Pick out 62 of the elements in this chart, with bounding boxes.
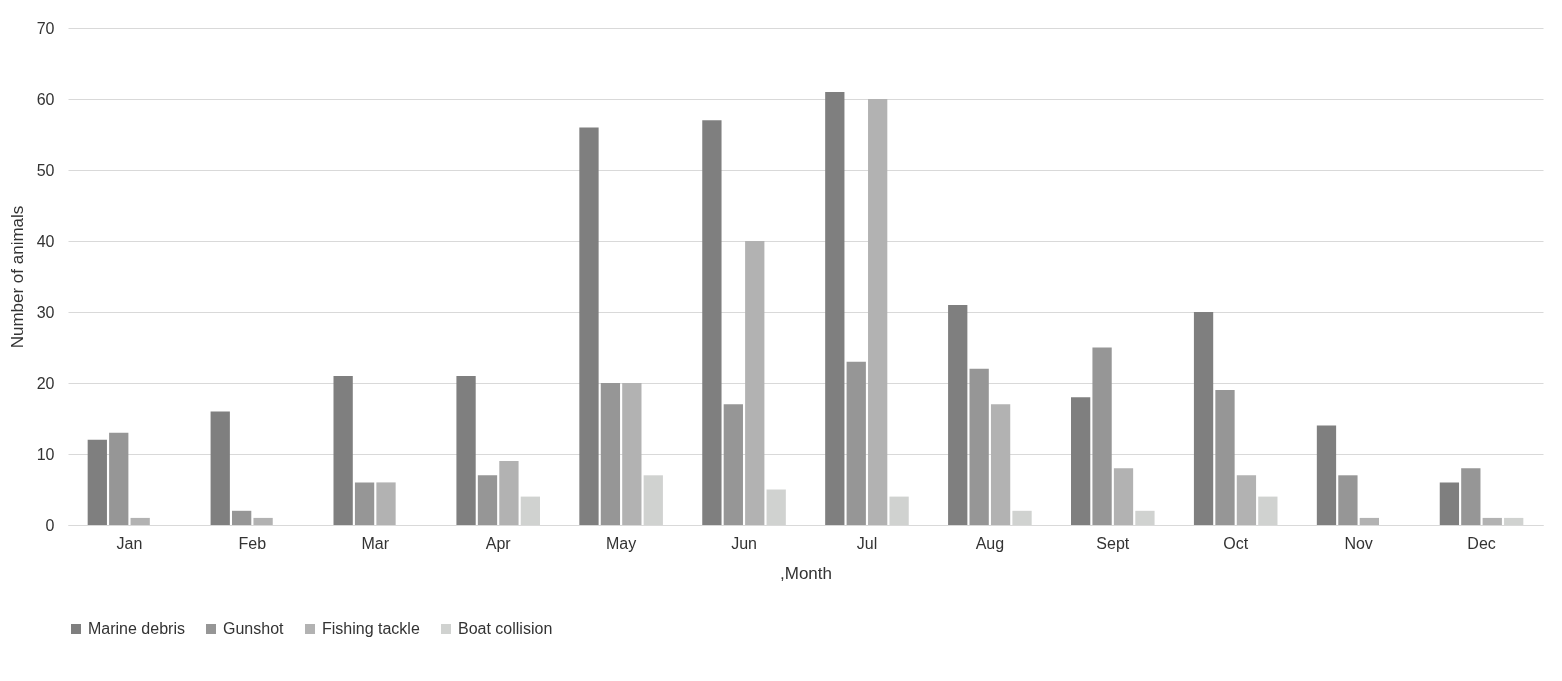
bar xyxy=(1461,468,1481,525)
bar xyxy=(1113,468,1134,525)
x-axis-title: ,Month xyxy=(780,563,832,583)
y-tick-label: 70 xyxy=(36,19,55,37)
bar xyxy=(948,304,968,525)
bar xyxy=(702,120,722,525)
legend-label: Marine debris xyxy=(88,620,185,637)
y-tick-label: 10 xyxy=(36,445,55,463)
bar xyxy=(499,461,519,525)
x-tick-label: Sept xyxy=(1096,534,1130,552)
bar xyxy=(622,383,642,525)
x-tick-label: Nov xyxy=(1344,534,1373,552)
y-tick-label: 30 xyxy=(36,303,55,321)
bar xyxy=(210,411,230,525)
bar xyxy=(723,404,743,525)
y-tick-label: 20 xyxy=(36,374,55,392)
bar xyxy=(87,439,107,525)
x-tick-label: Apr xyxy=(485,534,512,552)
bar xyxy=(825,91,845,525)
x-tick-label: Aug xyxy=(975,534,1005,552)
bar xyxy=(354,482,375,525)
y-tick-label: 60 xyxy=(36,90,55,108)
bar xyxy=(1482,517,1502,525)
bar xyxy=(745,241,765,525)
bar xyxy=(1092,347,1112,525)
bar xyxy=(253,517,273,525)
bar xyxy=(990,404,1011,525)
bar xyxy=(1071,397,1091,525)
x-tick-label: May xyxy=(606,534,637,552)
bar xyxy=(1439,482,1460,525)
y-tick-label: 0 xyxy=(45,516,55,534)
bar xyxy=(130,517,150,525)
x-tick-label: Oct xyxy=(1223,534,1249,552)
bar xyxy=(109,432,129,525)
legend-label: Gunshot xyxy=(223,620,285,637)
bar xyxy=(1359,517,1379,525)
bar xyxy=(1316,425,1337,525)
bar xyxy=(600,383,621,525)
bar xyxy=(969,368,989,525)
bar xyxy=(1193,312,1214,525)
bar xyxy=(868,99,888,525)
x-tick-label: Jun xyxy=(731,534,757,552)
y-tick-label: 40 xyxy=(36,232,55,250)
y-tick-label: 50 xyxy=(36,161,55,179)
legend-label: Boat collision xyxy=(458,620,553,637)
x-tick-label: Dec xyxy=(1467,534,1496,552)
x-tick-label: Feb xyxy=(238,534,267,552)
x-tick-label: Jul xyxy=(856,534,878,552)
bar xyxy=(846,361,866,525)
bar xyxy=(1215,390,1235,525)
bar xyxy=(456,375,476,525)
bar xyxy=(232,510,252,525)
y-axis-title: Number of animals xyxy=(7,205,27,349)
bar xyxy=(333,375,353,525)
bar xyxy=(579,127,599,525)
x-tick-label: Jan xyxy=(116,534,143,552)
bar xyxy=(376,482,396,525)
x-tick-label: Mar xyxy=(361,534,390,552)
bar xyxy=(1236,475,1257,525)
legend-label: Fishing tackle xyxy=(322,620,420,637)
bar xyxy=(1338,475,1358,525)
bar xyxy=(477,475,498,525)
